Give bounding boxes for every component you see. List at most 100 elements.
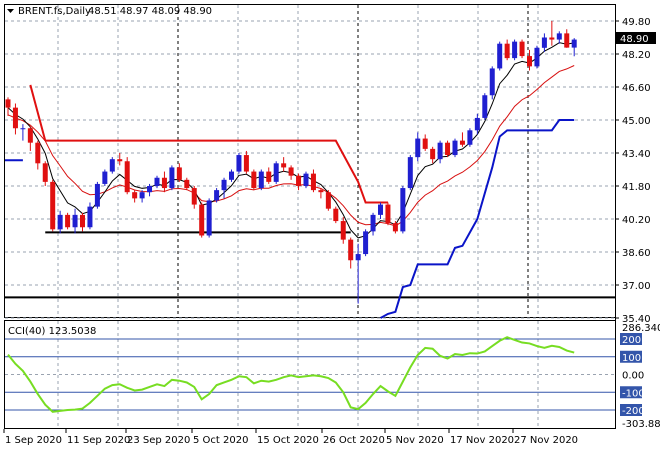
candle-body [333,208,339,222]
candle-body [512,41,518,59]
current-price-tag [616,32,656,44]
cci-min-label: -303.883 [622,419,660,430]
candle-body [415,138,421,158]
candle-body [65,214,71,228]
candle-body [214,190,220,201]
dropdown-triangle-icon[interactable] [7,9,14,13]
candle-body [176,167,182,180]
candle-body [363,231,369,255]
candle-body [80,214,85,228]
candle-body [318,190,324,193]
price-tick-label: 40.20 [622,215,651,226]
time-tick-label: 5 Nov 2020 [386,435,444,446]
candle-body [378,204,383,215]
candle-body [310,173,316,191]
candle-body [281,163,287,168]
candle-body [109,159,115,172]
cci-level-tag [620,386,642,399]
cci-level-tag [620,350,642,363]
candle-body [258,171,264,189]
trailing-stop-line [380,119,575,319]
candle-body [221,179,227,191]
candle-body [348,239,354,261]
price-axis: 49.80 48.20 46.60 45.00 43.40 41.80 40.20 38.60… [615,17,651,325]
candle-body [445,142,451,156]
current-price-value: 48.90 [620,34,649,45]
candle-body [139,192,145,199]
candle-body [199,204,205,236]
candle-body [519,41,525,57]
time-tick-label: 11 Sep 2020 [67,435,130,446]
candle-body [132,192,138,199]
candle-body [422,138,428,149]
candle-body [57,214,63,230]
candle-body [325,192,331,209]
price-tick-label: 45.00 [622,116,651,127]
price-tick-label: 46.60 [622,83,651,94]
candle-body [27,128,33,143]
candle-body [243,155,249,172]
candle-body [392,223,398,232]
cci-zero-label: 0.00 [622,371,644,382]
price-tick-label: 48.20 [622,50,651,61]
cci-line [7,336,575,413]
cci-label: CCI(40) 123.5038 [8,326,96,337]
cci-axis: 286.3406 -303.883 200 100 0.00 -100 -200 [620,323,660,430]
price-tick-label: 49.80 [622,17,651,28]
candle-body [407,157,413,189]
candle-body [288,167,294,176]
symbol-label: BRENT.fs,Daily [18,6,91,17]
candle-body [206,200,212,236]
candle-body [489,68,495,96]
candle-body [20,128,26,130]
candle-body [12,107,18,129]
candle-body [236,155,242,172]
candle-body [571,39,577,48]
slow-moving-average [7,65,575,227]
candle-body [400,188,406,232]
candle-body [35,142,41,164]
price-tick-label: 38.60 [622,248,651,259]
candle-body [303,173,309,186]
cci-level-label: -100 [622,388,645,399]
cci-level-label: 200 [622,335,641,346]
resistance-line-start [29,84,47,141]
cci-level-tag [620,404,642,416]
cci-level-label: -200 [622,406,645,417]
candle-body [229,171,234,180]
candle-body [474,117,480,131]
price-tick-label: 41.80 [622,182,651,193]
candle-body [385,204,391,224]
candle-body [430,148,436,160]
candle-body [556,33,562,40]
price-tick-label: 43.40 [622,149,651,160]
time-tick-label: 5 Oct 2020 [193,435,248,446]
candle-body [161,177,167,189]
candle-body [266,171,272,182]
candlestick-series [5,21,577,304]
candle-body [497,43,503,69]
candle-body [459,140,465,145]
candle-body [564,33,570,48]
candle-body [482,95,488,118]
cci-level-tag [620,333,642,345]
candle-body [370,214,376,232]
candle-body [191,188,197,205]
ohlc-label: 48.51 48.97 48.09 48.90 [88,6,212,17]
candle-body [124,161,130,193]
candle-body [42,163,48,182]
candle-body [273,163,279,182]
candle-body [340,221,346,240]
cci-series [5,336,615,413]
candle-body [50,181,56,230]
time-tick-label: 23 Sep 2020 [127,435,190,446]
candle-body [72,214,78,228]
price-tick-label: 37.00 [622,281,651,292]
candle-body [5,99,11,108]
candle-body [147,186,153,193]
candle-body [117,159,123,162]
time-tick-label: 27 Nov 2020 [514,435,578,446]
candle-body [154,177,160,186]
